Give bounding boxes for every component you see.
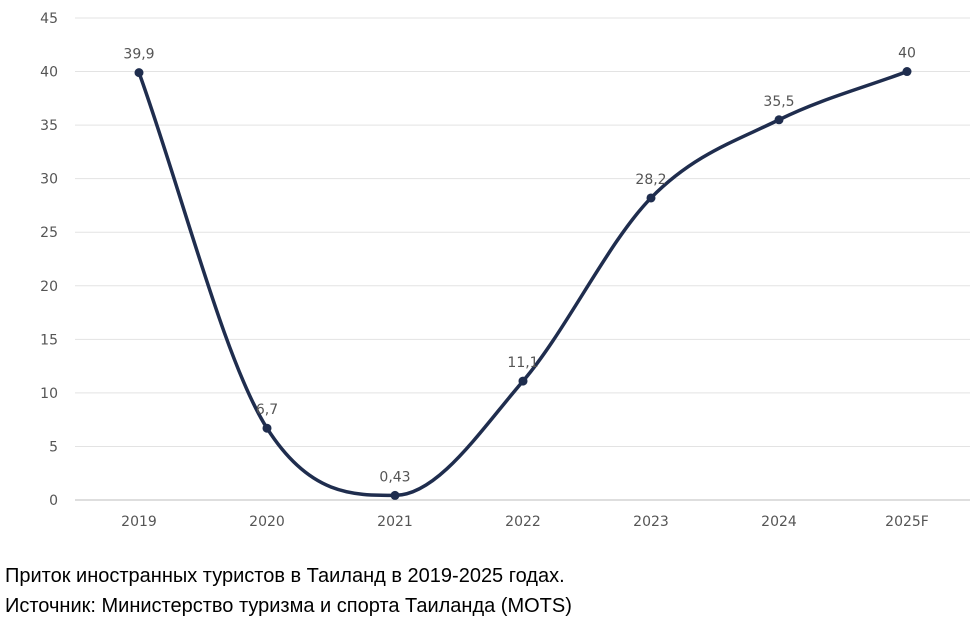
data-labels: 39,9 6,7 0,43 11,1 28,2 35,5 40	[123, 46, 916, 486]
y-axis-ticks: 0 5 10 15 20 25 30 35 40 45	[40, 11, 58, 509]
data-label: 39,9	[123, 47, 154, 63]
x-tick-label: 2022	[505, 514, 541, 530]
y-tick-label: 10	[40, 386, 58, 402]
data-point	[902, 67, 912, 77]
x-tick-label: 2025F	[885, 514, 929, 530]
data-point	[518, 376, 528, 386]
y-tick-label: 15	[40, 332, 58, 348]
data-point	[390, 490, 400, 500]
x-tick-label: 2019	[121, 514, 157, 530]
data-label: 11,1	[507, 355, 538, 371]
y-tick-label: 45	[40, 11, 58, 27]
y-tick-label: 25	[40, 225, 58, 241]
y-tick-label: 30	[40, 172, 58, 188]
gridlines	[75, 17, 970, 501]
y-tick-label: 0	[49, 493, 58, 509]
chart-caption-title: Приток иностранных туристов в Таиланд в …	[5, 565, 565, 587]
x-tick-label: 2023	[633, 514, 669, 530]
data-label: 28,2	[635, 172, 666, 188]
data-point	[134, 68, 144, 78]
x-axis-ticks: 2019 2020 2021 2022 2023 2024 2025F	[121, 514, 929, 530]
data-point	[774, 115, 784, 125]
series-line	[137, 69, 909, 498]
data-point	[646, 193, 656, 203]
x-tick-label: 2021	[377, 514, 413, 530]
y-tick-label: 35	[40, 118, 58, 134]
x-tick-label: 2020	[249, 514, 285, 530]
y-tick-label: 5	[49, 439, 58, 455]
data-label: 6,7	[256, 402, 278, 418]
data-label: 40	[898, 46, 916, 62]
y-tick-label: 40	[40, 65, 58, 81]
x-tick-label: 2024	[761, 514, 797, 530]
data-points	[134, 67, 912, 500]
y-tick-label: 20	[40, 279, 58, 295]
data-point	[262, 423, 272, 433]
data-label: 0,43	[379, 469, 410, 485]
data-label: 35,5	[763, 94, 794, 110]
chart-caption-source: Источник: Министерство туризма и спорта …	[5, 595, 572, 617]
